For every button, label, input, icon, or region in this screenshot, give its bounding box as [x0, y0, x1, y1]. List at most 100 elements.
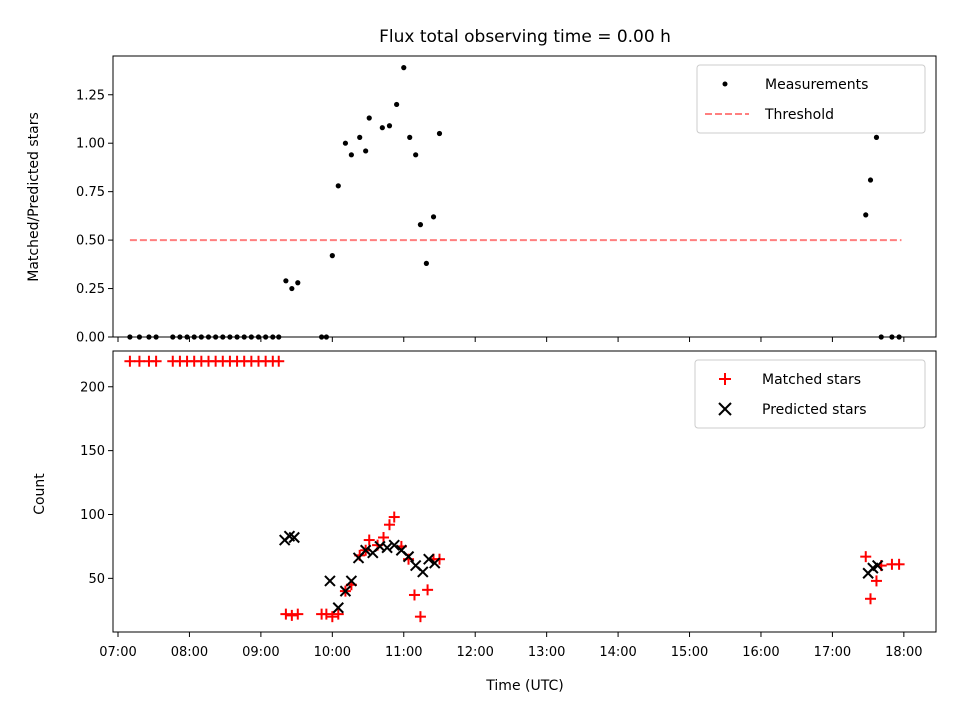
- predicted-stars-point: [423, 553, 435, 565]
- matched-stars-point: [383, 519, 395, 531]
- measurement-point: [289, 285, 295, 292]
- x-tick-label: 11:00: [385, 645, 422, 660]
- count-x-ticks: 07:00 08:00 09:00 10:00 11:00 12:00 13:00 14:00…: [99, 632, 923, 660]
- matched-stars-point: [326, 611, 338, 623]
- count-y-ticks: 50 100 150 200: [80, 380, 113, 587]
- matched-stars-point: [408, 589, 420, 601]
- matched-stars-point: [124, 355, 136, 367]
- count-y-tick-label: 100: [80, 508, 105, 523]
- chart-title: Flux total observing time = 0.00 h: [379, 27, 671, 47]
- legend-matched-marker: [719, 373, 731, 385]
- matched-stars-point: [273, 355, 285, 367]
- matched-stars-point: [363, 534, 375, 546]
- matched-stars-point: [378, 531, 390, 543]
- count-axes-frame: [112, 350, 937, 633]
- measurement-point: [407, 134, 413, 140]
- count-legend-box: [694, 359, 926, 429]
- predicted-stars-point: [324, 575, 336, 587]
- measurement-point: [423, 260, 429, 266]
- measurement-point: [413, 152, 419, 158]
- ratio-y-tick-label: 1.00: [76, 137, 105, 152]
- legend-threshold-label: Threshold: [764, 107, 834, 123]
- x-tick-label: 15:00: [671, 645, 708, 660]
- ratio-axes-frame: [112, 55, 937, 338]
- measurement-point: [329, 253, 335, 259]
- predicted-stars-point: [417, 566, 429, 578]
- ratio-legend-box: [696, 64, 926, 134]
- ratio-panel: 0.00 0.25 0.50 0.75 1.00 1.25 Matched/Predict…: [26, 55, 937, 346]
- ratio-plot-area: [127, 65, 902, 340]
- measurement-point: [363, 148, 369, 154]
- measurement-point: [386, 123, 393, 129]
- measurement-point: [366, 115, 372, 121]
- measurement-point: [436, 130, 443, 137]
- x-tick-label: 17:00: [814, 645, 851, 660]
- count-plot-area: [124, 355, 905, 623]
- legend-measurements-marker: [722, 81, 728, 87]
- predicted-stars-point: [332, 602, 344, 614]
- x-tick-label: 18:00: [885, 645, 922, 660]
- x-tick-label: 12:00: [456, 645, 493, 660]
- predicted-stars-point: [381, 541, 393, 554]
- measurement-point: [357, 134, 363, 140]
- ratio-y-tick-label: 0.50: [76, 234, 105, 249]
- x-tick-label: 07:00: [99, 645, 136, 660]
- measurement-point: [342, 140, 349, 146]
- ratio-legend: Measurements Threshold: [696, 64, 926, 134]
- measurement-point: [348, 152, 354, 158]
- legend-matched-label: Matched stars: [762, 372, 861, 388]
- legend-predicted-label: Predicted stars: [762, 402, 867, 418]
- count-panel: 50 100 150 200 07:00 08:00 09:00 10:00 11:00 12:…: [32, 350, 937, 694]
- matched-stars-point: [280, 608, 292, 620]
- x-tick-label: 09:00: [242, 645, 279, 660]
- count-y-tick-label: 150: [80, 444, 105, 459]
- legend-measurements-label: Measurements: [765, 77, 868, 93]
- x-tick-label: 14:00: [599, 645, 636, 660]
- x-tick-label: 13:00: [528, 645, 565, 660]
- ratio-y-tick-label: 0.75: [76, 185, 105, 200]
- measurement-point: [335, 183, 341, 189]
- x-tick-label: 16:00: [742, 645, 779, 660]
- ratio-y-ticks: 0.00 0.25 0.50 0.75 1.00 1.25: [76, 88, 113, 346]
- measurement-point: [283, 278, 289, 284]
- matched-stars-point: [893, 558, 905, 570]
- measurement-point: [295, 280, 301, 286]
- matched-stars-point: [388, 511, 400, 523]
- x-axis-title: Time (UTC): [485, 678, 563, 694]
- predicted-stars-point: [402, 550, 415, 563]
- measurement-point: [401, 65, 407, 71]
- predicted-stars-point: [429, 557, 441, 569]
- matched-stars-point: [870, 575, 882, 587]
- ratio-y-tick-label: 1.25: [76, 88, 105, 103]
- matched-stars-point: [286, 609, 298, 621]
- matched-stars-point: [133, 355, 145, 367]
- x-tick-label: 08:00: [171, 645, 208, 660]
- measurement-point: [873, 134, 880, 140]
- measurement-point: [863, 212, 869, 218]
- predicted-stars-point: [345, 575, 358, 587]
- ratio-y-tick-label: 0.00: [76, 331, 105, 346]
- measurement-point: [394, 101, 400, 108]
- count-y-axis-title: Count: [32, 473, 48, 515]
- matched-stars-point: [414, 611, 426, 623]
- predicted-stars-point: [339, 585, 352, 597]
- predicted-stars-point: [388, 539, 400, 551]
- matched-stars-point: [320, 608, 332, 620]
- ratio-y-axis-title: Matched/Predicted stars: [26, 112, 42, 282]
- predicted-stars-point: [871, 559, 884, 572]
- matched-stars-point: [422, 584, 434, 596]
- matched-stars-point: [860, 551, 872, 563]
- ratio-x-ticks: [117, 337, 905, 342]
- legend-predicted-marker: [718, 402, 732, 416]
- ratio-y-tick-label: 0.25: [76, 282, 105, 297]
- matched-stars-point: [865, 593, 877, 605]
- predicted-stars-point: [359, 544, 372, 556]
- measurement-point: [430, 214, 437, 220]
- count-y-tick-label: 50: [88, 572, 105, 587]
- matched-stars-point: [292, 608, 304, 620]
- count-y-tick-label: 200: [80, 380, 105, 395]
- predicted-stars-point: [288, 531, 300, 544]
- count-legend: Matched stars Predicted stars: [694, 359, 926, 429]
- matched-stars-point: [332, 608, 344, 620]
